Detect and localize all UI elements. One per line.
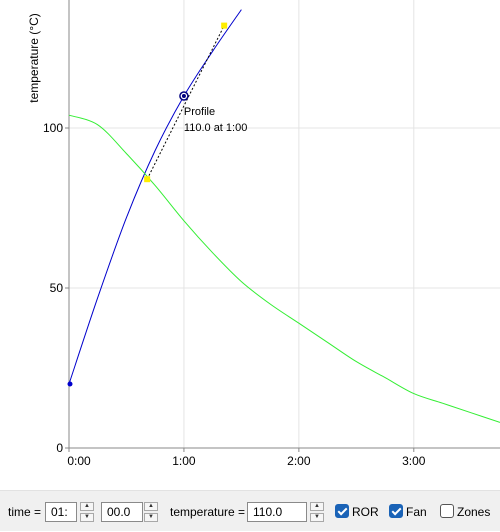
y-tick-label: 100 — [43, 121, 63, 135]
spin-down-icon[interactable]: ▼ — [310, 513, 324, 522]
point-editor-toolbar: time = ▲ ▼ ▲ ▼ temperature = ▲ ▼ ROR Fan… — [0, 490, 500, 531]
temperature-spinner[interactable]: ▲ ▼ — [310, 502, 324, 522]
y-tick-label: 50 — [50, 281, 64, 295]
y-axis-label: temperature (°C) — [27, 13, 41, 103]
profile-start-point[interactable] — [68, 382, 73, 387]
spin-down-icon[interactable]: ▼ — [144, 513, 158, 522]
profile-annotation-label: Profile — [184, 106, 215, 118]
x-tick-label: 0:00 — [67, 454, 91, 468]
temperature-label: temperature = — [170, 491, 245, 532]
spin-up-icon[interactable]: ▲ — [144, 502, 158, 511]
ror-checkbox-label[interactable]: ROR — [352, 491, 379, 532]
minutes-input[interactable] — [45, 502, 77, 522]
fan-checkbox-label[interactable]: Fan — [406, 491, 427, 532]
spin-up-icon[interactable]: ▲ — [310, 502, 324, 511]
seconds-spinner[interactable]: ▲ ▼ — [144, 502, 158, 522]
x-tick-label: 2:00 — [287, 454, 311, 468]
zones-checkbox[interactable] — [440, 504, 454, 518]
control-handle-0[interactable] — [144, 176, 150, 182]
minutes-spinner[interactable]: ▲ ▼ — [80, 502, 94, 522]
spin-down-icon[interactable]: ▼ — [80, 513, 94, 522]
chart-grid — [69, 0, 500, 448]
fan-checkbox[interactable] — [389, 504, 403, 518]
ror-checkbox[interactable] — [335, 504, 349, 518]
series-layer — [68, 10, 500, 423]
series-line-0[interactable] — [69, 10, 241, 384]
profile-annotation-value: 110.0 at 1:00 — [184, 122, 247, 134]
x-tick-label: 1:00 — [172, 454, 196, 468]
x-tick-label: 3:00 — [402, 454, 426, 468]
control-handle-1[interactable] — [221, 23, 227, 29]
y-tick-label: 0 — [56, 441, 63, 455]
seconds-input[interactable] — [101, 502, 143, 522]
tangent-line — [147, 26, 224, 180]
zones-checkbox-label[interactable]: Zones — [457, 491, 490, 532]
time-label: time = — [8, 491, 41, 532]
spin-up-icon[interactable]: ▲ — [80, 502, 94, 511]
temperature-input[interactable] — [247, 502, 307, 522]
series-line-1[interactable] — [69, 115, 500, 422]
selected-point-core — [182, 94, 186, 98]
